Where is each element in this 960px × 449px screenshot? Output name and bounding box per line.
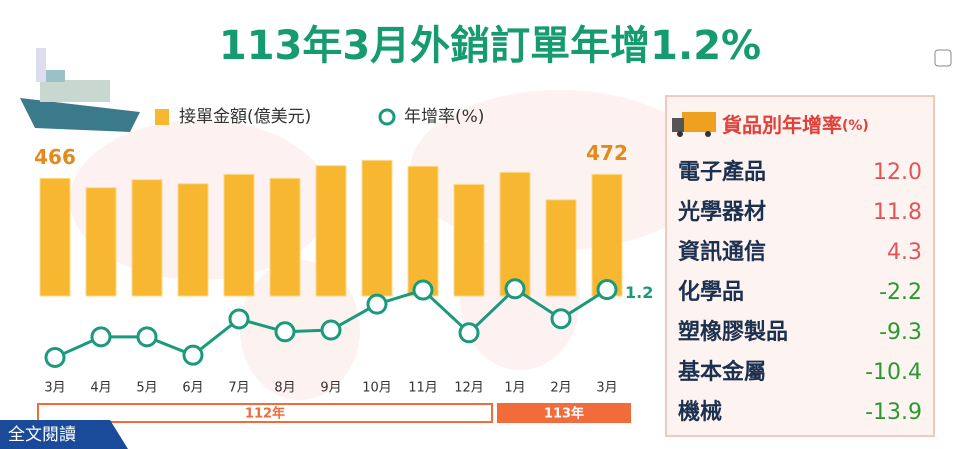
ship-icon: [20, 48, 140, 132]
year-label: 113年: [544, 406, 584, 422]
bar: [591, 173, 623, 297]
x-tick-label: 7月: [228, 381, 249, 396]
table-panel: [665, 95, 935, 437]
row-value: -2.2: [879, 280, 922, 305]
x-tick-label: 3月: [44, 381, 65, 396]
x-tick-label: 10月: [362, 381, 392, 396]
row-name: 機械: [678, 400, 722, 425]
line-point: [136, 326, 158, 348]
bar: [315, 165, 347, 297]
year-band: [37, 403, 493, 423]
line-point: [228, 308, 250, 330]
x-tick-label: 3月: [596, 381, 617, 396]
bar: [85, 187, 117, 297]
line-point: [412, 279, 434, 301]
table-title-text: 貨品別年增率: [722, 113, 842, 137]
bar: [407, 165, 439, 297]
year-band: [497, 403, 631, 423]
x-tick-label: 6月: [182, 381, 203, 396]
bar: [177, 183, 209, 297]
truck-icon: [672, 112, 716, 137]
legend-swatch: [378, 108, 396, 126]
legend-label: 年增率(%): [404, 107, 484, 127]
row-value: 4.3: [887, 240, 922, 265]
row-name: 電子產品: [678, 159, 766, 185]
line-point: [596, 279, 618, 301]
bar: [131, 179, 163, 297]
table-unit: (%): [842, 118, 869, 134]
line-point: [458, 322, 480, 344]
row-value: 12.0: [873, 160, 922, 185]
data-label: 1.2: [625, 283, 653, 302]
bar: [39, 177, 71, 297]
x-tick-label: 4月: [90, 381, 111, 396]
row-value: -9.3: [879, 320, 922, 345]
line-point: [182, 344, 204, 366]
data-label: 466: [34, 145, 76, 169]
read-button-label[interactable]: 全文閱讀: [8, 425, 76, 445]
row-name: 化學品: [678, 279, 744, 305]
x-tick-label: 8月: [274, 381, 295, 396]
x-tick-label: 2月: [550, 381, 571, 396]
bar: [453, 183, 485, 297]
line-point: [274, 321, 296, 343]
line-point: [504, 278, 526, 300]
bar: [499, 171, 531, 297]
row-value: -10.4: [865, 360, 922, 385]
row-value: -13.9: [865, 400, 922, 425]
bar: [269, 177, 301, 297]
zoom-icon[interactable]: [934, 49, 952, 67]
x-tick-label: 9月: [320, 381, 341, 396]
line-point: [44, 346, 66, 368]
line-point: [366, 293, 388, 315]
year-label: 112年: [245, 406, 285, 422]
line-point: [550, 308, 572, 330]
x-tick-label: 12月: [454, 381, 484, 396]
legend-swatch: [155, 109, 169, 125]
row-name: 光學器材: [677, 199, 766, 225]
row-name: 塑橡膠製品: [678, 319, 788, 345]
bar: [361, 159, 393, 297]
row-name: 資訊通信: [678, 239, 766, 265]
row-name: 基本金屬: [678, 359, 766, 385]
legend-label: 接單金額(億美元): [179, 107, 311, 127]
bar: [545, 199, 577, 297]
table-title: 貨品別年增率(%): [722, 113, 869, 137]
data-label: 472: [586, 141, 628, 165]
x-tick-label: 5月: [136, 381, 157, 396]
row-value: 11.8: [873, 200, 922, 225]
read-button[interactable]: 全文閱讀: [0, 420, 128, 449]
bar: [223, 173, 255, 297]
x-tick-label: 1月: [504, 381, 525, 396]
line-point: [90, 326, 112, 348]
x-tick-label: 11月: [408, 381, 438, 396]
line-point: [320, 319, 342, 341]
chart-title: 113年3月外銷訂單年增1.2%: [219, 23, 761, 69]
